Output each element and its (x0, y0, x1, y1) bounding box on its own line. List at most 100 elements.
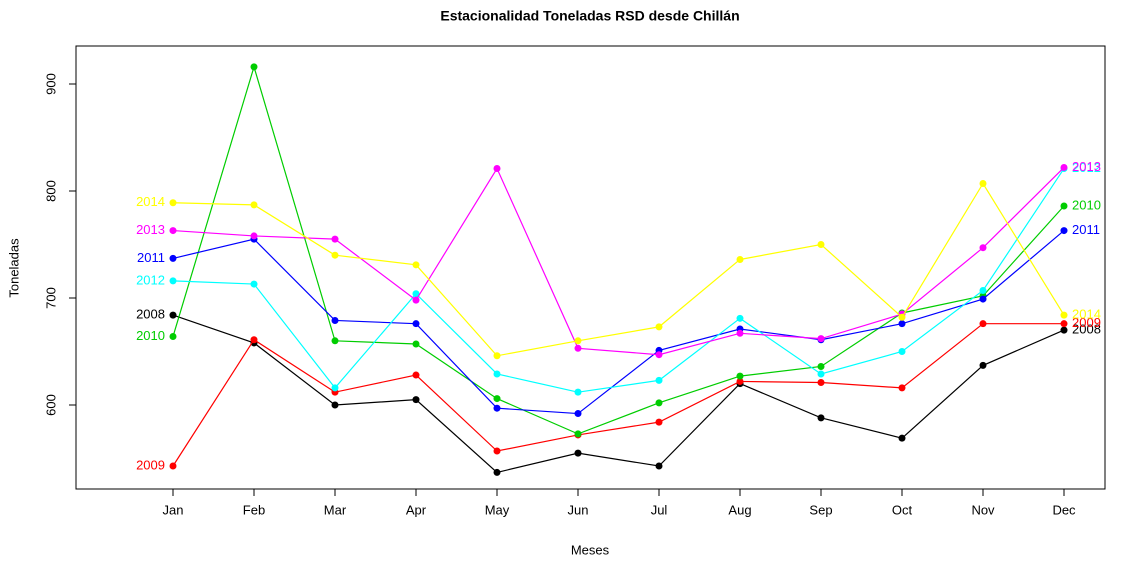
point (169, 333, 177, 341)
point (655, 418, 663, 426)
x-tick-label: Oct (892, 502, 913, 517)
point (493, 352, 501, 360)
point (412, 396, 420, 404)
point (736, 377, 744, 385)
point (169, 227, 177, 235)
point (898, 347, 906, 355)
x-tick-label: Nov (971, 502, 995, 517)
point (736, 329, 744, 337)
series-label-right: 2012 (1072, 160, 1101, 175)
point (898, 313, 906, 321)
point (493, 370, 501, 378)
point (817, 370, 825, 378)
point (655, 323, 663, 331)
point (898, 320, 906, 328)
x-tick-label: Jan (163, 502, 184, 517)
series-label-right: 2014 (1072, 307, 1101, 322)
point (574, 337, 582, 345)
series-label-left: 2013 (136, 222, 165, 237)
point (331, 316, 339, 324)
series-line (172, 64, 1065, 435)
point (655, 399, 663, 407)
point (574, 344, 582, 352)
y-tick-label: 600 (43, 394, 58, 416)
plot-frame (75, 45, 1106, 490)
chart-title: Estacionalidad Toneladas RSD desde Chill… (440, 8, 739, 24)
series-label-left: 2011 (137, 250, 165, 265)
x-tick-label: Feb (243, 502, 265, 517)
series-label-right: 2008 (1072, 322, 1101, 337)
series-line (172, 168, 1065, 393)
point (1060, 227, 1068, 235)
point (250, 63, 258, 71)
x-tick-label: Mar (324, 502, 347, 517)
point (493, 468, 501, 476)
point (736, 372, 744, 380)
point (574, 430, 582, 438)
point (817, 362, 825, 370)
point (574, 410, 582, 418)
point (817, 240, 825, 248)
x-tick-label: Dec (1052, 502, 1076, 517)
point (493, 395, 501, 403)
point (412, 290, 420, 298)
point (169, 277, 177, 285)
y-tick-label: 800 (43, 180, 58, 202)
point (1060, 311, 1068, 319)
series-label-left: 2014 (136, 194, 165, 209)
x-tick-label: May (485, 502, 510, 517)
point (979, 320, 987, 328)
point (655, 462, 663, 470)
point (331, 251, 339, 259)
series-label-left: 2009 (136, 457, 165, 472)
point (331, 384, 339, 392)
point (412, 340, 420, 348)
y-tick-label: 700 (43, 287, 58, 309)
point (169, 199, 177, 207)
point (979, 180, 987, 188)
x-tick-label: Aug (728, 502, 751, 517)
series-line (172, 314, 1065, 474)
point (817, 379, 825, 387)
point (736, 255, 744, 263)
series-label-left: 2012 (136, 272, 165, 287)
point (1060, 202, 1068, 210)
x-axis-label: Meses (571, 542, 610, 557)
point (1060, 163, 1068, 171)
point (979, 295, 987, 303)
point (169, 254, 177, 262)
point (979, 287, 987, 295)
y-tick-label: 900 (43, 73, 58, 95)
series-line (172, 230, 1065, 415)
point (331, 337, 339, 345)
series-label-right: 2009 (1072, 315, 1101, 330)
point (169, 311, 177, 319)
point (250, 201, 258, 209)
series-label-right: 2013 (1072, 159, 1101, 174)
series-line (172, 167, 1065, 356)
point (979, 361, 987, 369)
point (412, 320, 420, 328)
series-label-left: 2010 (136, 328, 165, 343)
point (250, 280, 258, 288)
x-tick-label: Sep (809, 502, 832, 517)
x-tick-label: Jun (568, 502, 589, 517)
point (898, 384, 906, 392)
point (493, 165, 501, 173)
point (250, 336, 258, 344)
point (1060, 326, 1068, 334)
point (412, 261, 420, 269)
series-line (172, 323, 1064, 467)
point (331, 401, 339, 409)
point (979, 244, 987, 252)
y-axis-label: Toneladas (6, 238, 21, 298)
point (655, 376, 663, 384)
point (817, 335, 825, 343)
point (412, 296, 420, 304)
point (250, 232, 258, 240)
point (574, 388, 582, 396)
x-tick-label: Jul (651, 502, 668, 517)
point (412, 371, 420, 379)
point (898, 434, 906, 442)
